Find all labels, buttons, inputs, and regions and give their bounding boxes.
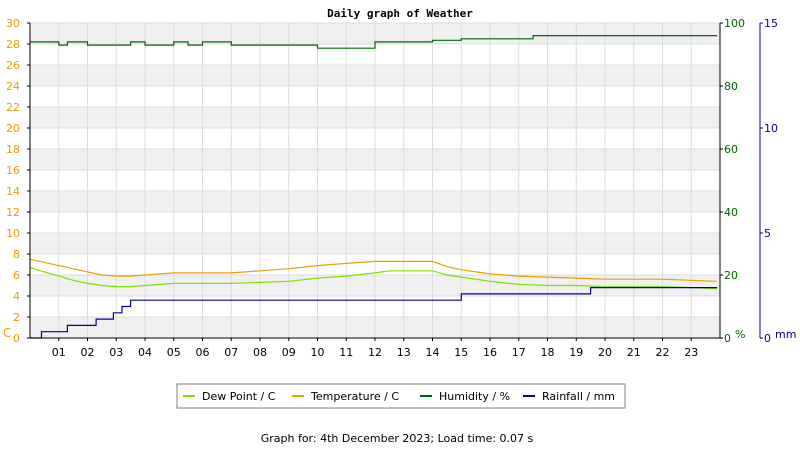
axis-labels: 0246810121416182022242628300204060801000…	[6, 17, 778, 359]
right-tick-label: 100	[724, 17, 745, 30]
left-tick-label: 8	[13, 248, 20, 261]
x-tick-label: 17	[512, 346, 526, 359]
series-line	[30, 34, 718, 49]
x-tick-label: 04	[138, 346, 152, 359]
x-tick-label: 13	[397, 346, 411, 359]
series-line	[29, 258, 718, 282]
left-tick-label: 30	[6, 17, 20, 30]
far-tick-label: 10	[764, 122, 778, 135]
left-tick-label: 14	[6, 185, 20, 198]
series-line	[30, 287, 718, 339]
plot-series	[29, 34, 718, 339]
x-tick-label: 11	[339, 346, 353, 359]
right-axis-unit: %	[735, 328, 745, 341]
right-tick-label: 60	[724, 143, 738, 156]
x-tick-label: 14	[426, 346, 440, 359]
left-tick-label: 26	[6, 59, 20, 72]
x-tick-label: 05	[167, 346, 181, 359]
legend-label: Dew Point / C	[202, 390, 276, 403]
left-tick-label: 16	[6, 164, 20, 177]
left-tick-label: 2	[13, 311, 20, 324]
left-tick-label: 18	[6, 143, 20, 156]
left-tick-label: 4	[13, 290, 20, 303]
x-tick-label: 12	[368, 346, 382, 359]
x-tick-label: 20	[598, 346, 612, 359]
x-tick-label: 16	[483, 346, 497, 359]
far-tick-label: 0	[764, 332, 771, 345]
x-tick-label: 15	[454, 346, 468, 359]
left-tick-label: 28	[6, 38, 20, 51]
right-tick-label: 40	[724, 206, 738, 219]
far-tick-label: 5	[764, 227, 771, 240]
left-tick-label: 10	[6, 227, 20, 240]
legend-label: Temperature / C	[310, 390, 399, 403]
legend-label: Rainfall / mm	[542, 390, 615, 403]
x-tick-label: 21	[627, 346, 641, 359]
right-tick-label: 0	[724, 332, 731, 345]
x-tick-label: 07	[224, 346, 238, 359]
legend-box	[176, 383, 626, 409]
x-tick-label: 08	[253, 346, 267, 359]
right-tick-label: 20	[724, 269, 738, 282]
left-tick-label: 0	[13, 332, 20, 345]
plot-axes	[27, 22, 763, 341]
chart-title: Daily graph of Weather	[327, 7, 473, 20]
x-tick-label: 09	[282, 346, 296, 359]
legend: Dew Point / C Temperature / C Humidity / %…	[176, 383, 626, 409]
series-line	[29, 267, 718, 290]
x-tick-label: 18	[541, 346, 555, 359]
far-tick-label: 15	[764, 17, 778, 30]
left-axis-unit: C	[3, 326, 11, 340]
x-tick-label: 06	[196, 346, 210, 359]
far-axis-unit: mm	[775, 328, 796, 341]
chart-footer: Graph for: 4th December 2023; Load time:…	[261, 432, 534, 445]
legend-label: Humidity / %	[439, 390, 510, 403]
x-tick-label: 10	[311, 346, 325, 359]
x-tick-label: 03	[109, 346, 123, 359]
x-tick-label: 22	[656, 346, 670, 359]
left-tick-label: 20	[6, 122, 20, 135]
left-tick-label: 6	[13, 269, 20, 282]
x-tick-label: 19	[569, 346, 583, 359]
left-tick-label: 24	[6, 80, 20, 93]
left-tick-label: 22	[6, 101, 20, 114]
right-tick-label: 80	[724, 80, 738, 93]
legend-items: Dew Point / C Temperature / C Humidity / %…	[183, 390, 615, 403]
x-tick-label: 02	[81, 346, 95, 359]
left-tick-label: 12	[6, 206, 20, 219]
x-tick-label: 01	[52, 346, 66, 359]
x-tick-label: 23	[684, 346, 698, 359]
